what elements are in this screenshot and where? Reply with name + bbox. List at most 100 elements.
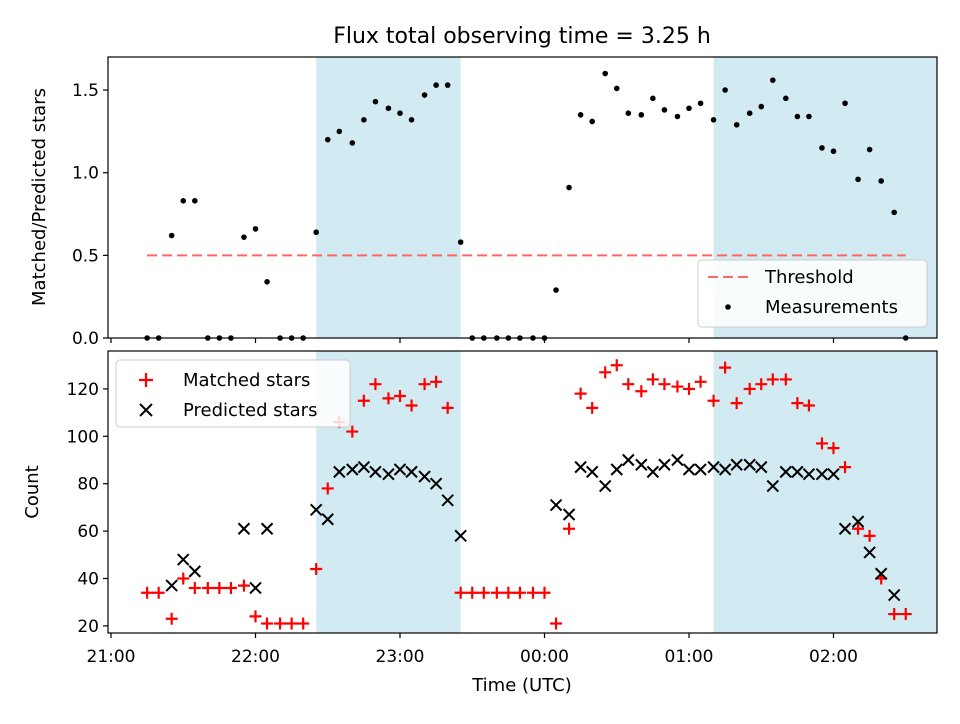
matched-star-point [490, 586, 503, 599]
matched-star-point [827, 442, 840, 455]
predicted-star-point [671, 453, 684, 467]
measurement-point [241, 234, 247, 240]
figure-title: Flux total observing time = 3.25 h [333, 24, 711, 49]
predicted-star-point [237, 522, 251, 535]
observing-windows-bottom [316, 351, 937, 633]
matched-star-point [863, 529, 876, 542]
legend-predicted-swatch [139, 403, 153, 417]
matched-star-point [152, 586, 165, 599]
measurement-point [553, 287, 559, 293]
count-y-tick-label: 20 [77, 617, 99, 637]
count-y-tick-label: 100 [67, 427, 99, 447]
count-legend: Matched stars Predicted stars [115, 359, 351, 428]
measurement-point [192, 198, 198, 204]
measurement-point [408, 117, 415, 123]
matched-star-point [477, 586, 490, 599]
predicted-star-point [791, 465, 804, 479]
predicted-star-point [405, 465, 418, 479]
predicted-star-point [863, 546, 876, 559]
time-x-tick-label: 01:00 [665, 647, 714, 667]
predicted-star-point [321, 513, 334, 526]
matched-star-point [261, 617, 274, 630]
measurement-point [770, 77, 776, 83]
matched-star-point [418, 378, 431, 391]
ratio-legend: Threshold Measurements [697, 259, 928, 328]
measurement-point [625, 110, 632, 116]
matched-star-point [274, 617, 287, 630]
measurement-point [674, 113, 681, 120]
matched-star-point [574, 387, 587, 400]
matched-star-point [441, 401, 454, 414]
predicted-star-point [874, 567, 888, 580]
count-legend-box [115, 359, 351, 428]
measurement-point [336, 128, 343, 135]
measurement-point [783, 95, 789, 102]
matched-star-point [852, 522, 865, 535]
predicted-star-point [730, 458, 743, 471]
ratio-plot-frame [107, 56, 938, 339]
matched-star-point [141, 586, 154, 599]
measurement-point [421, 92, 428, 98]
predicted-star-point [815, 468, 829, 481]
measurement-point [697, 100, 704, 107]
matched-star-point [563, 522, 576, 535]
matched-star-point [550, 617, 563, 630]
matched-star-point [791, 397, 804, 410]
measurement-point [758, 103, 765, 110]
matched-star-point [586, 401, 599, 414]
matched-star-point [599, 366, 612, 379]
time-x-tick-label: 22:00 [231, 647, 280, 667]
measurement-point [661, 107, 668, 113]
measurement-point [566, 184, 572, 191]
ratio-panel: 0.0 0.5 1.0 1.5 Matched/Predicted stars Thr… [29, 56, 938, 349]
measurement-point [252, 226, 259, 232]
ratio-x-ticks [110, 338, 835, 343]
matched-star-point [237, 579, 250, 592]
predicted-star-point [755, 460, 768, 474]
legend-measurements-label: Measurements [765, 297, 898, 318]
matched-star-point [297, 617, 310, 630]
matched-star-point [802, 399, 815, 412]
predicted-star-point [346, 463, 359, 476]
measurement-point [602, 70, 608, 77]
predicted-star-point [598, 479, 612, 493]
matched-star-point [743, 382, 756, 395]
predicted-star-point [743, 458, 756, 471]
matched-star-point [188, 581, 201, 594]
predicted-star-point [851, 515, 865, 528]
count-y-tick-label: 120 [67, 380, 99, 400]
predicted-star-point [838, 522, 852, 535]
matched-star-point [310, 563, 323, 576]
measurement-point [638, 112, 645, 118]
measurement-point [457, 239, 464, 245]
predicted-star-point [177, 553, 190, 566]
ratio-y-tick-label: 0.5 [72, 246, 99, 266]
predicted-star-point [658, 458, 671, 471]
predicted-star-point [249, 581, 262, 595]
measurement-point [842, 100, 848, 107]
predicted-star-point [393, 463, 407, 476]
predicted-star-point [622, 453, 635, 467]
measurement-point [397, 110, 403, 116]
predicted-star-point [369, 465, 382, 479]
ratio-y-tick-label: 1.0 [72, 164, 99, 184]
observing-window-2 [713, 351, 937, 633]
matched-star-point [683, 382, 695, 395]
count-y-tick-label: 40 [77, 569, 99, 589]
ratio-legend-box [697, 259, 928, 328]
matched-star-point [454, 586, 467, 599]
predicted-star-point [549, 498, 563, 512]
matched-star-point [382, 392, 395, 405]
matched-star-point [899, 608, 912, 621]
measurement-point [866, 146, 873, 153]
matched-star-point [779, 373, 792, 386]
matched-star-point [369, 378, 382, 391]
matched-star-point [888, 608, 901, 621]
matched-star-point [321, 482, 334, 495]
predicted-star-point [635, 458, 648, 471]
predicted-star-point [682, 463, 696, 476]
predicted-star-point [718, 463, 732, 476]
predicted-star-point [333, 465, 346, 479]
matched-star-point [346, 425, 359, 438]
legend-matched-swatch [139, 373, 153, 387]
